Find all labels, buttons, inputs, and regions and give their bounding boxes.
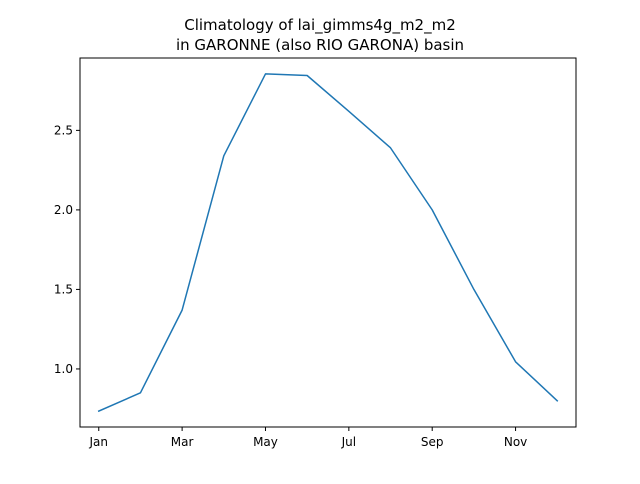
x-tick-label: May <box>253 435 278 449</box>
x-tick-label: Mar <box>171 435 194 449</box>
x-tick-label: Sep <box>421 435 444 449</box>
y-tick-label: 2.5 <box>54 123 73 137</box>
x-tick-label: Nov <box>504 435 527 449</box>
y-tick-label: 1.0 <box>54 362 73 376</box>
x-tick-label: Jul <box>341 435 356 449</box>
y-tick-label: 1.5 <box>54 282 73 296</box>
x-tick-label: Jan <box>89 435 109 449</box>
plot-area-frame <box>79 57 577 428</box>
y-tick-label: 2.0 <box>54 203 73 217</box>
chart-title-line-1: Climatology of lai_gimms4g_m2_m2 <box>184 16 456 35</box>
chart-title-line-2: in GARONNE (also RIO GARONA) basin <box>176 36 464 54</box>
series-layer <box>97 73 559 413</box>
axis-layer: Jan Mar May Jul Sep Nov 1.0 1.5 2.0 2.5 <box>54 123 527 449</box>
series-line <box>97 73 559 413</box>
